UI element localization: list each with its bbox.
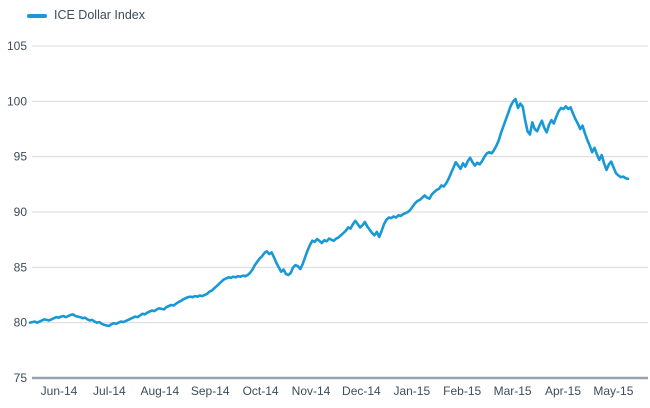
y-tick-label: 90 (14, 205, 28, 219)
x-tick-label: Sep-14 (191, 384, 230, 398)
y-tick-label: 100 (7, 94, 27, 108)
x-tick-label: Feb-15 (443, 384, 481, 398)
y-tick-label: 80 (14, 316, 28, 330)
y-tick-label: 105 (7, 39, 27, 53)
y-tick-label: 85 (14, 260, 28, 274)
y-tick-label: 75 (14, 371, 28, 385)
x-tick-label: Nov-14 (292, 384, 331, 398)
x-tick-label: Jul-14 (93, 384, 126, 398)
x-tick-label: Dec-14 (342, 384, 381, 398)
x-tick-label: Aug-14 (140, 384, 179, 398)
legend-line-swatch-icon (27, 13, 47, 18)
x-tick-label: Jun-14 (41, 384, 78, 398)
legend-label: ICE Dollar Index (54, 8, 146, 22)
x-tick-label: Apr-15 (545, 384, 581, 398)
y-tick-label: 95 (14, 150, 28, 164)
x-tick-label: Jan-15 (393, 384, 430, 398)
x-tick-label: May-15 (593, 384, 633, 398)
chart-legend: ICE Dollar Index (27, 9, 145, 23)
ice-dollar-index-series-line (28, 97, 630, 328)
x-tick-label: Oct-14 (243, 384, 279, 398)
x-tick-label: Mar-15 (494, 384, 532, 398)
